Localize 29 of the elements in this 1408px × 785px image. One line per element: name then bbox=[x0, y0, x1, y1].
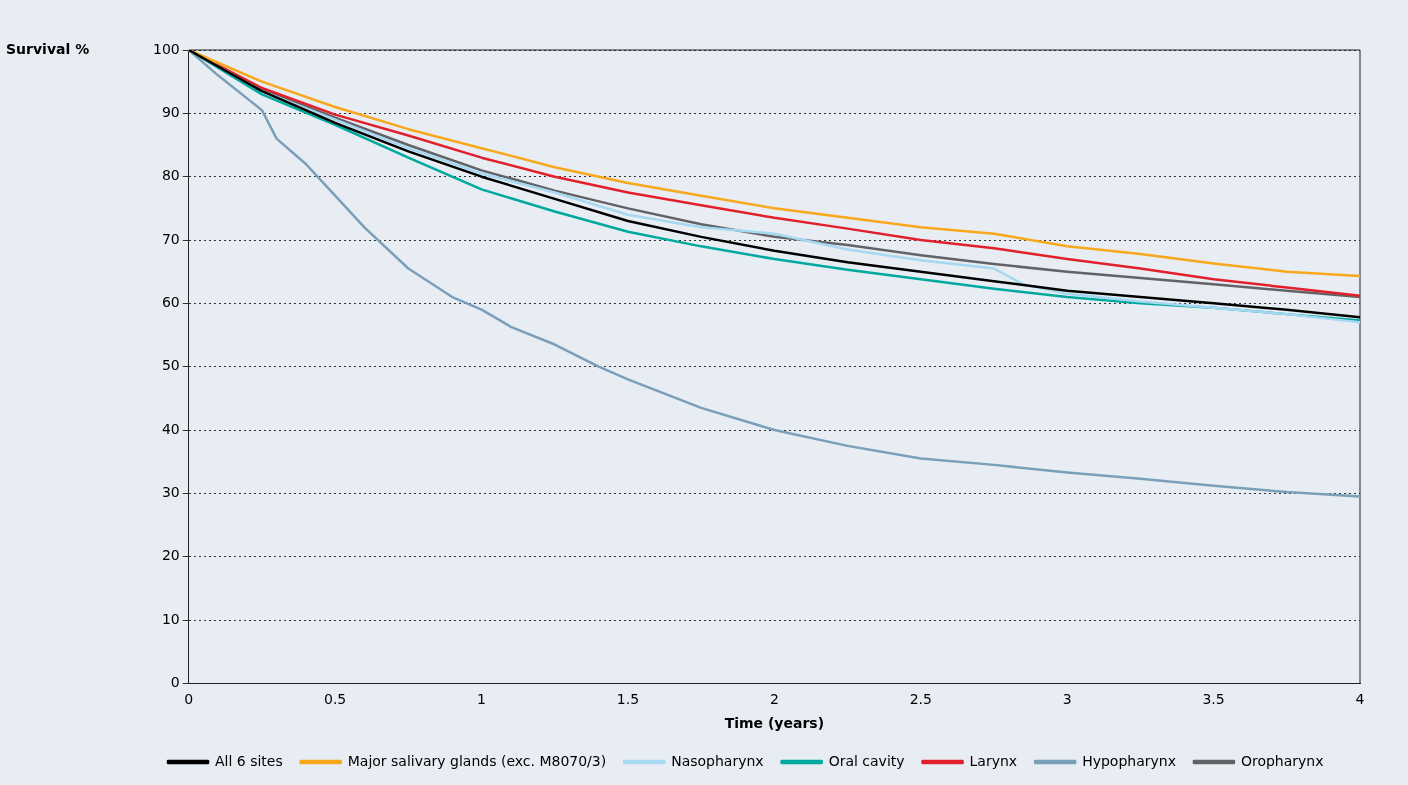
x-tick-label: 3.5 bbox=[1202, 691, 1225, 708]
y-tick-label: 90 bbox=[161, 103, 180, 120]
legend-label: Oral cavity bbox=[828, 752, 905, 769]
legend-label: All 6 sites bbox=[215, 752, 283, 769]
legend-label: Oropharynx bbox=[1240, 752, 1324, 769]
x-tick-label: 1.5 bbox=[616, 691, 640, 708]
x-tick-label: 2 bbox=[769, 691, 779, 708]
x-tick-label: 0 bbox=[184, 691, 194, 708]
legend-label: Nasopharynx bbox=[671, 752, 764, 769]
x-tick-label: 2.5 bbox=[909, 691, 932, 708]
x-tick-label: 4 bbox=[1355, 691, 1365, 708]
y-axis-title: Survival % bbox=[6, 40, 90, 57]
x-tick-label: 3 bbox=[1062, 691, 1072, 708]
y-tick-label: 20 bbox=[161, 547, 180, 564]
y-tick-label: 50 bbox=[161, 357, 180, 374]
legend-label: Major salivary glands (exc. M8070/3) bbox=[347, 752, 607, 769]
x-tick-label: 1 bbox=[477, 691, 486, 708]
x-axis-title: Time (years) bbox=[724, 715, 825, 732]
y-tick-label: 0 bbox=[170, 674, 180, 691]
legend-label: Larynx bbox=[969, 752, 1018, 769]
y-tick-label: 10 bbox=[161, 610, 180, 627]
y-tick-label: 30 bbox=[161, 484, 180, 501]
legend-label: Hypopharynx bbox=[1082, 752, 1176, 769]
y-tick-label: 40 bbox=[161, 420, 180, 437]
y-tick-label: 80 bbox=[161, 167, 180, 184]
y-tick-label: 100 bbox=[152, 40, 180, 57]
y-tick-label: 70 bbox=[161, 230, 180, 247]
y-tick-label: 60 bbox=[161, 294, 180, 310]
x-tick-label: 0.5 bbox=[324, 691, 347, 708]
